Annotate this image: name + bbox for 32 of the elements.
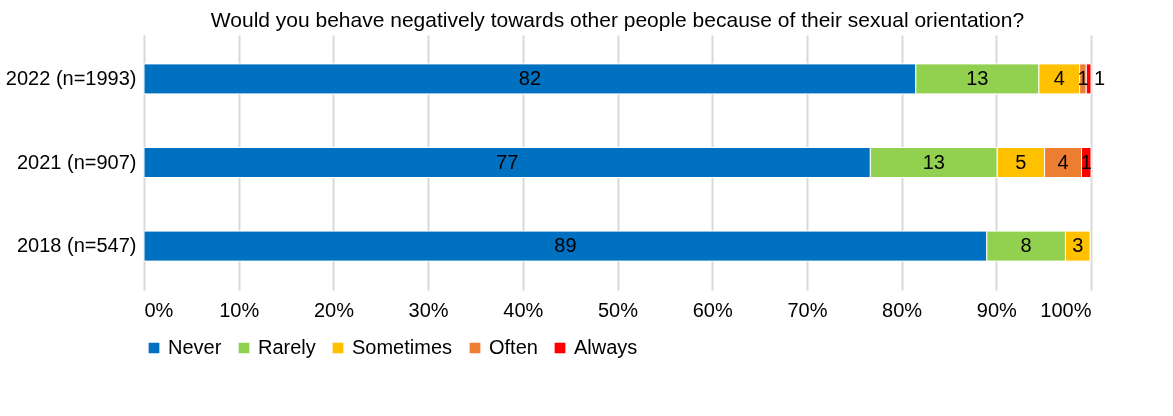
x-tick-label: 30% — [408, 298, 449, 321]
x-tick-label: 100% — [1040, 298, 1092, 321]
data-label: 4 — [1057, 150, 1069, 173]
x-tick-label: 50% — [597, 298, 639, 321]
x-tick-label: 80% — [882, 298, 923, 321]
legend-label: Rarely — [258, 336, 316, 358]
x-tick-label: 70% — [787, 298, 828, 321]
y-tick-label: 2022 (n=1993) — [5, 66, 137, 89]
x-tick-label: 40% — [503, 298, 544, 321]
data-label: 8 — [1020, 234, 1032, 257]
data-label: 13 — [922, 150, 945, 173]
y-tick-label: 2021 (n=907) — [16, 150, 137, 173]
data-label: 82 — [518, 66, 542, 89]
y-tick-label: 2018 (n=547) — [16, 234, 137, 257]
data-label: 77 — [496, 150, 519, 173]
chart-title: Would you behave negatively towards other people because of their sexual orientation? — [210, 8, 1025, 31]
legend-label: Sometimes — [352, 336, 453, 358]
data-label: 1 — [1094, 66, 1106, 89]
legend-label: Often — [489, 336, 538, 358]
x-tick-label: 20% — [313, 298, 355, 321]
data-label: 3 — [1072, 234, 1084, 257]
x-tick-label: 0% — [144, 298, 174, 321]
data-label: 89 — [554, 234, 577, 257]
legend-label: Always — [574, 336, 638, 358]
data-label: 13 — [966, 66, 989, 89]
x-tick-label: 60% — [692, 298, 733, 321]
data-label: 4 — [1053, 66, 1065, 89]
x-tick-label: 90% — [976, 298, 1018, 321]
x-tick-label: 10% — [219, 298, 260, 321]
legend-label: Never — [168, 336, 222, 358]
data-label: 5 — [1015, 150, 1027, 173]
data-label: 1 — [1080, 150, 1092, 173]
